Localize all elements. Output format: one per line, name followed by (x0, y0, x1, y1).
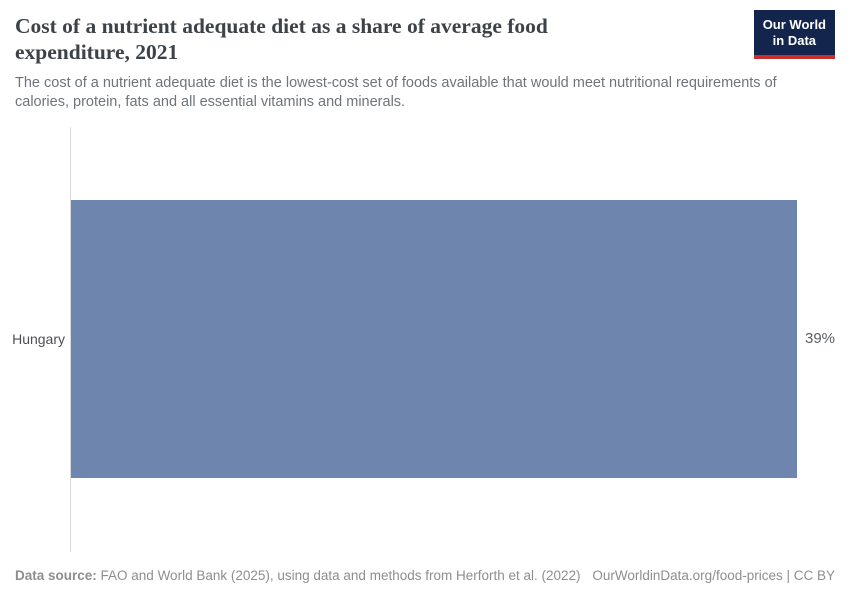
owid-logo-line1: Our World (762, 17, 826, 32)
bar-hungary[interactable] (71, 200, 797, 478)
owid-logo[interactable]: Our World in Data (753, 10, 835, 59)
data-source-label: Data source: (15, 568, 97, 583)
entity-label-hungary: Hungary (12, 331, 65, 347)
chart-footer: Data source: FAO and World Bank (2025), … (15, 568, 835, 583)
data-source-note: Data source: FAO and World Bank (2025), … (15, 568, 581, 583)
y-axis-line (70, 127, 71, 552)
value-label-hungary: 39% (805, 330, 836, 347)
chart-subtitle: The cost of a nutrient adequate diet is … (15, 75, 777, 110)
data-source-text: FAO and World Bank (2025), using data an… (96, 568, 581, 583)
owid-url-license-link[interactable]: OurWorldinData.org/food-prices | CC BY (592, 568, 835, 583)
chart-title: Cost of a nutrient adequate diet as a sh… (15, 14, 548, 64)
owid-logo-line2: in Data (772, 33, 817, 48)
